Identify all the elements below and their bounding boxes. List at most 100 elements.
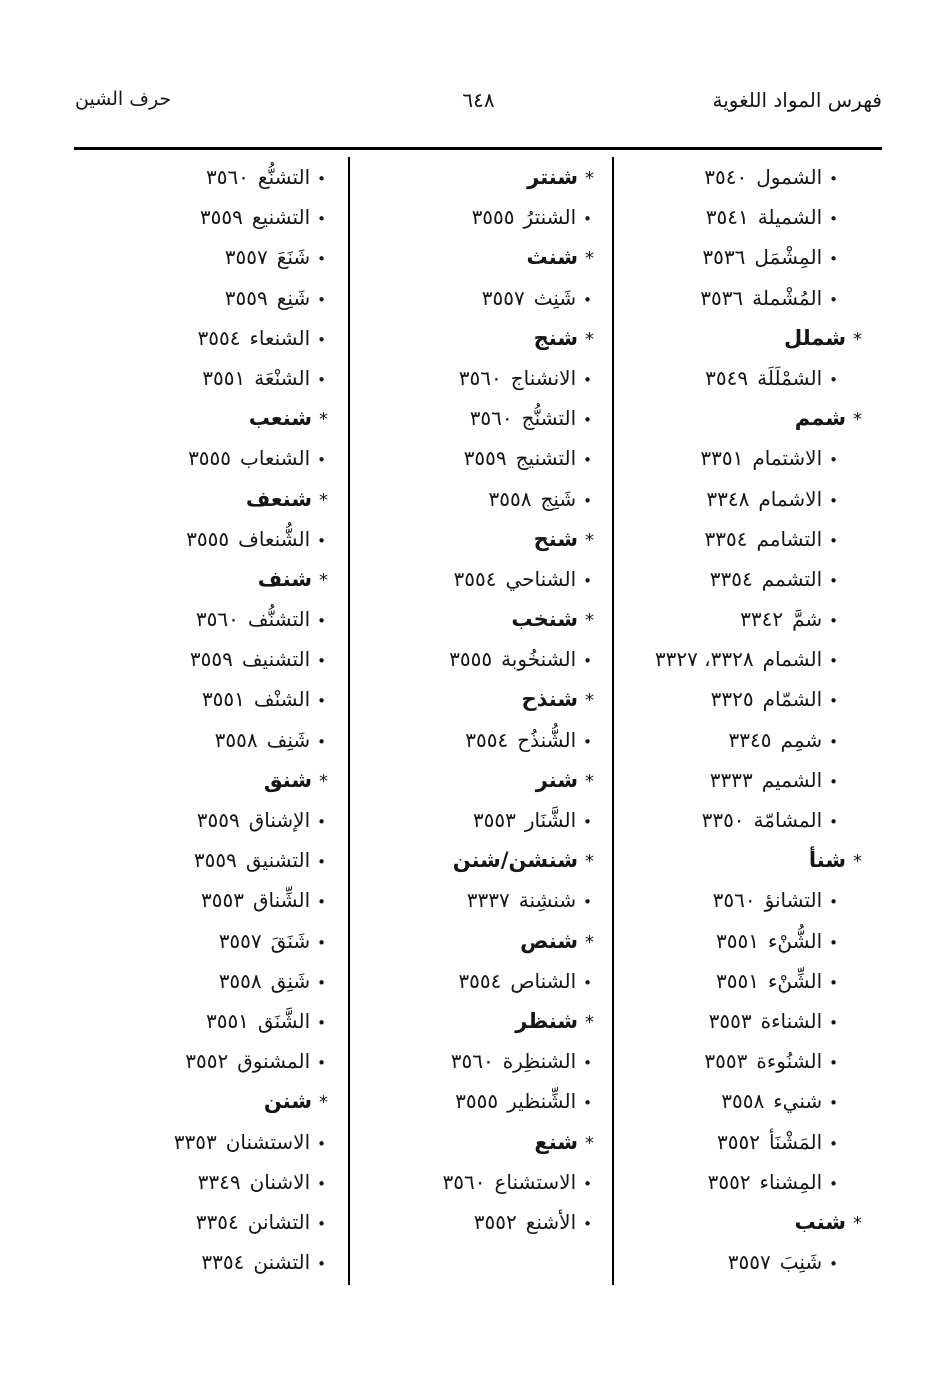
item-marker: •: [317, 652, 326, 671]
index-columns: •الشمول٣٥٤٠ •الشميلة٣٥٤١ •المِشْمَل٣٥٣٦ …: [75, 157, 882, 1285]
item-page-ref: ٣٥٥٩: [189, 647, 233, 672]
item-page-ref: ٣٥٥٧: [727, 1250, 771, 1275]
index-item: • الاستشنان ٣٣٥٣: [75, 1122, 348, 1162]
item-word: الشمّام: [762, 687, 823, 712]
index-item: • الشميلة ٣٥٤١: [614, 197, 882, 237]
item-page-ref: ٣٥٥٢: [185, 1049, 229, 1074]
item-marker: •: [829, 933, 838, 952]
item-page-ref: ٣٣٥٤: [709, 566, 753, 591]
item-word: المِشناء: [759, 1169, 823, 1194]
index-item: • التشمم ٣٣٥٤: [614, 559, 882, 599]
item-page-ref: ٣٥٥٥: [188, 446, 232, 471]
item-marker: *: [585, 851, 594, 873]
item-marker: •: [583, 411, 592, 430]
item-word: شنف: [257, 566, 312, 591]
item-marker: •: [583, 732, 592, 751]
index-item: • شمَّ ٣٣٤٢: [614, 599, 882, 639]
index-item: • التشانن ٣٣٥٤: [75, 1202, 348, 1242]
item-marker: *: [853, 328, 862, 350]
item-marker: •: [829, 451, 838, 470]
item-word: المَشْنَأ: [768, 1129, 823, 1154]
item-marker: •: [829, 1094, 838, 1113]
index-item: * شنذح: [350, 679, 612, 719]
index-item: • المُشْملة ٣٥٣٦: [614, 278, 882, 318]
item-page-ref: ٣٣٢٥: [710, 687, 754, 712]
index-item: * شنح: [350, 519, 612, 559]
item-marker: *: [319, 409, 328, 431]
item-marker: •: [317, 210, 326, 229]
item-word: شنن: [263, 1089, 312, 1114]
item-marker: •: [317, 330, 326, 349]
item-page-ref: ٣٥٥٣: [704, 1049, 748, 1074]
item-marker: *: [585, 529, 594, 551]
item-marker: •: [317, 250, 326, 269]
item-page-ref: ٣٥٥١: [716, 928, 760, 953]
index-item: • الشناءة ٣٥٥٣: [614, 1001, 882, 1041]
item-word: التشنُّج: [521, 406, 577, 431]
index-item: • الشناص ٣٥٥٤: [350, 961, 612, 1001]
index-column-middle: * شنتر • الشنترُ ٣٥٥٥ * شنث • شَنِث ٣٥٥٧ * شنج: [348, 157, 614, 1285]
index-item: * شنف: [75, 559, 348, 599]
item-page-ref: ٣٥٤٠: [704, 165, 748, 189]
item-word: شنعف: [245, 486, 312, 511]
index-item: • الشِّناق ٣٥٥٣: [75, 880, 348, 920]
index-item: • الشنْف ٣٥٥١: [75, 679, 348, 719]
item-word: شَنِع: [276, 285, 311, 310]
item-marker: •: [829, 772, 838, 791]
header-rule: [74, 147, 882, 150]
item-word: الاشتمام: [752, 446, 823, 471]
item-word: الانشناج: [510, 365, 577, 390]
item-marker: *: [585, 248, 594, 270]
item-marker: *: [585, 931, 594, 953]
index-item: • شَنَعَ ٣٥٥٧: [75, 237, 348, 277]
item-word: شنعب: [248, 406, 312, 431]
item-page-ref: ٣٥٦٠: [450, 1049, 494, 1074]
item-marker: •: [583, 1214, 592, 1233]
index-item: • الشنخُوبة ٣٥٥٥: [350, 639, 612, 679]
item-word: شنشن/شنن: [452, 848, 578, 873]
item-word: الشُّنعاف: [238, 526, 311, 551]
item-marker: •: [583, 451, 592, 470]
item-word: شَنِق: [270, 968, 311, 993]
item-word: شنب: [794, 1209, 846, 1234]
item-word: الشنظِرة: [502, 1049, 577, 1074]
index-column-right: •الشمول٣٥٤٠ •الشميلة٣٥٤١ •المِشْمَل٣٥٣٦ …: [614, 157, 882, 1285]
item-word: شنظر: [515, 1008, 578, 1033]
item-marker: •: [317, 1214, 326, 1233]
item-page-ref: ٣٥٥٣: [472, 808, 516, 832]
index-item: • الإشناق ٣٥٥٩: [75, 800, 348, 840]
item-word: الأشنع: [525, 1209, 577, 1234]
index-item: * شنشن/شنن: [350, 840, 612, 880]
index-item: * شنتر: [350, 157, 612, 197]
item-word: شنج: [533, 325, 578, 350]
index-item: • الشُّنذُح ٣٥٥٤: [350, 720, 612, 760]
item-word: شنأ: [808, 848, 846, 873]
item-marker: •: [317, 692, 326, 711]
item-marker: •: [317, 813, 326, 831]
item-word: الشميم: [761, 767, 823, 792]
item-word: التشنُّف: [247, 607, 311, 632]
item-marker: •: [317, 973, 326, 992]
item-word: الشنخُوبة: [501, 647, 577, 672]
item-marker: •: [829, 491, 838, 510]
item-marker: *: [853, 409, 862, 431]
item-page-ref: ٣٥٥٨: [488, 486, 532, 511]
item-word: الإشناق: [248, 808, 311, 832]
item-marker: •: [829, 893, 838, 912]
index-item: • الشناحي ٣٥٥٤: [350, 559, 612, 599]
index-item: • المِشناء ٣٥٥٢: [614, 1162, 882, 1202]
item-marker: •: [583, 1054, 592, 1073]
item-word: شَنَقَ: [270, 928, 311, 953]
item-marker: •: [583, 893, 592, 912]
item-page-ref: ٣٥٥١: [716, 968, 760, 993]
item-word: التشنيف: [241, 647, 311, 672]
item-page-ref: ٣٥٥٧: [481, 285, 525, 310]
item-marker: •: [829, 732, 838, 751]
item-word: شنيء: [773, 1089, 823, 1114]
item-page-ref: ٣٥٥٩: [193, 848, 237, 873]
item-word: الشمول: [756, 165, 823, 189]
item-page-ref: ٣٥٥١: [201, 687, 245, 712]
index-item: • الشِّنظير ٣٥٥٥: [350, 1081, 612, 1121]
item-marker: •: [829, 170, 838, 188]
